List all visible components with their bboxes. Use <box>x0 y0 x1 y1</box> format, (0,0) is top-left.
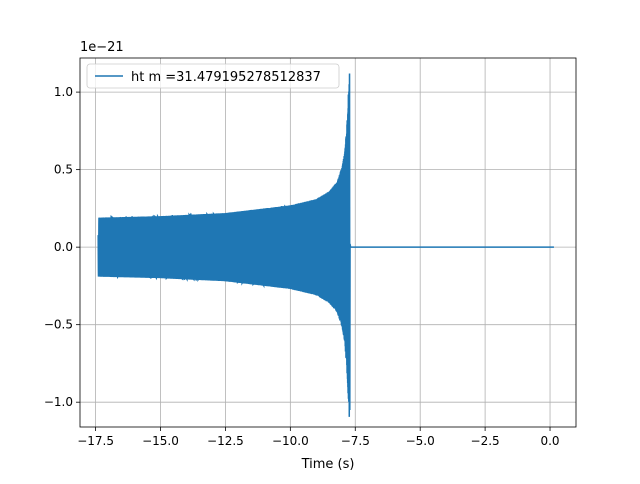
axes-frame <box>79 57 577 428</box>
legend: ht m =31.479195278512837 <box>86 63 340 89</box>
x-tick-label: −10.0 <box>272 434 309 448</box>
plot-area <box>97 73 554 417</box>
x-tick-label: −17.5 <box>77 434 114 448</box>
x-tick-label: −2.5 <box>471 434 500 448</box>
x-tick-label: −7.5 <box>341 434 370 448</box>
x-tick-label: −12.5 <box>207 434 244 448</box>
x-tick-label: 0.0 <box>540 434 559 448</box>
y-tick-label: −1.0 <box>44 395 73 409</box>
y-tick-label: 0.5 <box>54 163 73 177</box>
x-axis-ticks: −17.5 −15.0 −12.5 −10.0 −7.5 −5.0 −2.5 0.0 <box>77 427 560 448</box>
x-axis-label: Time (s) <box>301 457 355 472</box>
x-tick-label: −15.0 <box>142 434 179 448</box>
y-axis-ticks: −1.0 −0.5 0.0 0.5 1.0 <box>44 85 80 409</box>
series-line <box>97 73 554 417</box>
y-offset-label: 1e−21 <box>80 40 124 55</box>
legend-box <box>86 63 340 89</box>
legend-label: ht m =31.479195278512837 <box>131 70 321 85</box>
y-tick-label: −0.5 <box>44 318 73 332</box>
y-tick-label: 1.0 <box>54 85 73 99</box>
x-tick-label: −5.0 <box>406 434 435 448</box>
y-tick-label: 0.0 <box>54 240 73 254</box>
